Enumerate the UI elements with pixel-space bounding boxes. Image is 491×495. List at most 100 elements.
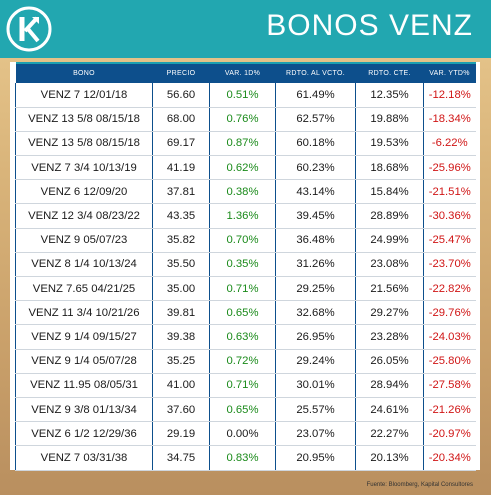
price-cell: 39.38 [152,324,210,350]
bond-name-cell: VENZ 7 03/31/38 [15,445,153,471]
rdto-cte-cell: 26.05% [355,349,424,374]
bonds-table: BONO PRECIO VAR. 1D% RDTO. AL VCTO. RDTO… [15,62,476,471]
var-1d-cell: 0.65% [209,300,276,326]
table-row: VENZ 11 3/4 10/21/26 39.81 0.65% 32.68% 29.2… [15,300,476,326]
price-cell: 35.00 [152,276,210,302]
var-1d-cell: 0.87% [209,131,276,157]
table-row: VENZ 9 05/07/23 35.82 0.70% 36.48% 24.99% -25… [15,228,476,253]
price-cell: 41.00 [152,373,210,398]
bond-name-cell: VENZ 8 1/4 10/13/24 [15,252,153,278]
var-ytd-cell: -18.34% [423,107,476,132]
price-cell: 29.19 [152,421,210,447]
var-1d-cell: 0.76% [209,107,276,132]
bond-name-suffix: 1/4 09/15/27 [73,330,137,343]
var-1d-cell: 0.62% [209,155,276,181]
table-row: VENZ 7 3/4 10/13/19 41.19 0.62% 60.23% 18.68… [15,155,476,181]
table-row: VENZ 12 3/4 08/23/22 43.35 1.36% 39.45% 28.8… [15,203,476,229]
rdto-cte-cell: 19.53% [355,131,424,157]
var-ytd-cell: -12.18% [423,83,476,108]
bond-name-suffix: 08/05/31 [93,379,138,392]
var-1d-cell: 0.35% [209,252,276,278]
bond-name-prefix: VENZ 9 [31,355,74,368]
rdto-vcto-cell: 61.49% [275,83,356,108]
price-cell: 41.19 [152,155,210,181]
var-ytd-cell: -29.76% [423,300,476,326]
bond-name-suffix: 1/4 10/13/24 [73,258,137,271]
price-cell: 43.35 [152,203,210,229]
price-cell: 69.17 [152,131,210,157]
bond-name-suffix: 1/4 05/07/28 [73,355,137,368]
var-1d-cell: 0.83% [209,445,276,471]
bond-name-prefix: VENZ 7 [40,88,84,101]
rdto-cte-cell: 12.35% [355,83,424,108]
rdto-vcto-cell: 62.57% [275,107,356,132]
bond-name-cell: VENZ 6 12/09/20 [15,179,153,205]
table-header-row: BONO PRECIO VAR. 1D% RDTO. AL VCTO. RDTO… [15,62,476,83]
bond-name-suffix: 05/07/23 [83,234,128,247]
bond-name-prefix: VENZ 7 [31,161,74,174]
table-row: VENZ 7 12/01/18 56.60 0.51% 61.49% 12.35% -12… [15,83,476,108]
rdto-vcto-cell: 32.68% [275,300,356,326]
bond-name-cell: VENZ 12 3/4 08/23/22 [15,203,153,229]
var-ytd-cell: -25.80% [423,349,476,374]
var-ytd-cell: -25.96% [423,155,476,181]
price-cell: 37.81 [152,179,210,205]
table-row: VENZ 8 1/4 10/13/24 35.50 0.35% 31.26% 23.08… [15,252,476,278]
var-ytd-cell: -25.47% [423,228,476,253]
rdto-cte-cell: 18.68% [355,155,424,181]
bond-name-cell: VENZ 7 12/01/18 [15,83,153,108]
bond-name-suffix: 3/4 10/21/26 [76,306,140,319]
price-cell: 35.50 [152,252,210,278]
price-cell: 39.81 [152,300,210,326]
rdto-vcto-cell: 26.95% [275,324,356,350]
kapital-k-logo-icon [6,6,52,52]
bond-name-prefix: VENZ 9 [40,234,84,247]
bond-name-prefix: VENZ 6 [31,427,74,440]
var-1d-cell: 1.36% [209,203,276,229]
var-1d-cell: 0.70% [209,228,276,253]
rdto-cte-cell: 21.56% [355,276,424,302]
var-ytd-cell: -23.70% [423,252,476,278]
column-header-bono: BONO [15,62,153,83]
var-1d-cell: 0.71% [209,276,276,302]
rdto-cte-cell: 29.27% [355,300,424,326]
bonds-table-panel: BONO PRECIO VAR. 1D% RDTO. AL VCTO. RDTO… [10,62,480,471]
var-1d-cell: 0.71% [209,373,276,398]
rdto-cte-cell: 23.28% [355,324,424,350]
price-cell: 68.00 [152,107,210,132]
price-cell: 37.60 [152,397,210,423]
var-ytd-cell: -22.82% [423,276,476,302]
rdto-vcto-cell: 29.24% [275,349,356,374]
table-row: VENZ 9 3/8 01/13/34 37.60 0.65% 25.57% 24.61… [15,397,476,423]
bond-name-cell: VENZ 9 1/4 09/15/27 [15,324,153,350]
var-1d-cell: 0.38% [209,179,276,205]
bond-name-suffix: 5/8 08/15/18 [77,113,140,126]
table-row: VENZ 13 5/8 08/15/18 69.17 0.87% 60.18% 19.5… [15,131,476,157]
rdto-vcto-cell: 23.07% [275,421,356,447]
rdto-vcto-cell: 36.48% [275,228,356,253]
column-header-var-1d: VAR. 1D% [209,62,276,83]
bond-name-suffix: 5/8 08/15/18 [77,137,140,150]
bond-name-prefix: VENZ 13 [28,137,78,150]
bond-name-prefix: VENZ 11.95 [30,379,94,392]
var-ytd-cell: -6.22% [423,131,476,157]
table-row: VENZ 13 5/8 08/15/18 68.00 0.76% 62.57% 19.8… [15,107,476,132]
bond-name-suffix: 12/01/18 [83,88,128,101]
rdto-vcto-cell: 60.23% [275,155,356,181]
page-title: BONOS VENZ [266,9,473,42]
rdto-cte-cell: 23.08% [355,252,424,278]
rdto-vcto-cell: 43.14% [275,179,356,205]
bond-name-cell: VENZ 9 3/8 01/13/34 [15,397,153,423]
bond-name-suffix: 1/2 12/29/36 [73,427,137,440]
var-1d-cell: 0.65% [209,397,276,423]
bond-name-prefix: VENZ 9 [31,330,74,343]
var-1d-cell: 0.63% [209,324,276,350]
rdto-cte-cell: 19.88% [355,107,424,132]
rdto-vcto-cell: 20.95% [275,445,356,471]
bond-name-prefix: VENZ 8 [31,258,74,271]
bond-name-prefix: VENZ 6 [40,185,84,198]
var-1d-cell: 0.72% [209,349,276,374]
price-cell: 35.25 [152,349,210,374]
rdto-vcto-cell: 39.45% [275,203,356,229]
bond-name-prefix: VENZ 13 [28,113,78,126]
